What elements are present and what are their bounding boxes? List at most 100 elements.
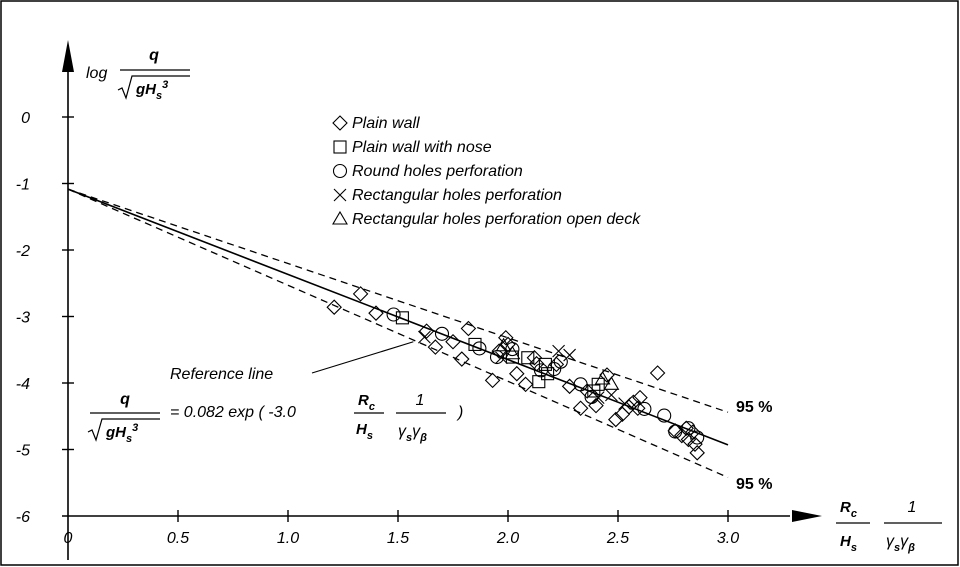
legend-label: Round holes perforation (352, 163, 523, 180)
y-axis-arrow (62, 40, 74, 72)
diamond-data-point (509, 365, 525, 382)
circle-data-point (690, 430, 705, 445)
diamond-data-point (630, 400, 646, 417)
x-tick-label: 2.5 (606, 530, 629, 547)
x-axis-label-factor-num: 1 (908, 499, 917, 516)
cross-data-point (605, 388, 618, 402)
data-points (326, 286, 705, 461)
diamond-data-point (484, 372, 501, 389)
circle-data-point (573, 377, 588, 392)
x-axis-label-factor-den: γsγβ (886, 533, 915, 554)
cross-data-point (418, 330, 431, 344)
diamond-data-point (445, 333, 461, 350)
diamond-data-point (689, 445, 705, 461)
upper-95-label: 95 % (736, 399, 772, 416)
square-data-point (395, 311, 409, 325)
formula-rhs-suffix: ) (456, 404, 463, 421)
series-triangle (495, 337, 620, 390)
y-tick-label: -6 (16, 509, 30, 526)
circle-data-point (505, 342, 520, 357)
cross-data-point (618, 397, 631, 411)
circle-data-point (681, 421, 696, 436)
legend-label: Rectangular holes perforation open deck (352, 211, 641, 228)
x-axis-arrow (792, 510, 822, 522)
diamond-data-point (649, 365, 666, 381)
diamond-data-point (326, 299, 342, 315)
legend-diamond-icon (332, 115, 348, 131)
diamond-data-point (526, 349, 543, 366)
formula-frac2-den: γsγβ (398, 423, 427, 444)
diamond-data-point (460, 320, 477, 337)
y-tick-label: -1 (16, 177, 30, 194)
trend-lines (67, 188, 729, 479)
diamond-data-point (427, 339, 444, 355)
square-data-point (587, 384, 601, 398)
diamond-data-point (608, 411, 624, 428)
legend-circle-icon (332, 163, 348, 179)
diamond-data-point (491, 343, 507, 359)
legend-triangle-icon (332, 210, 348, 225)
formula-frac1-den: Hs (356, 421, 373, 442)
square-data-point (468, 337, 482, 351)
y-axis-label-numerator: q (149, 47, 159, 64)
triangle-data-point (603, 376, 620, 390)
formula-lhs-den: gHs3 (105, 422, 138, 445)
x-tick-label: 1.0 (277, 530, 299, 547)
diamond-data-point (418, 323, 435, 339)
legend-label: Rectangular holes perforation (352, 187, 562, 204)
formula: q gHs3 = 0.082 exp ( -3.0 Rc Hs 1 γsγβ) (87, 391, 463, 445)
y-tick-label: 0 (21, 110, 30, 127)
series-diamond (326, 286, 705, 461)
y-tick-label: -3 (16, 310, 30, 327)
triangle-data-point (495, 337, 512, 352)
diamond-data-point (368, 305, 384, 321)
legend-square-icon (333, 140, 347, 154)
x-axis-label-den: Hs (840, 533, 857, 554)
formula-frac2-num: 1 (416, 392, 425, 409)
diamond-data-point (517, 376, 534, 393)
legend-cross-icon (333, 188, 347, 202)
series-cross (418, 330, 631, 411)
diamond-data-point (454, 351, 470, 367)
reference-line-label: Reference line (170, 366, 273, 383)
x-tick-label: 2.0 (496, 530, 519, 547)
y-tick-label: -4 (16, 376, 30, 393)
formula-rhs-prefix: = 0.082 exp ( -3.0 (170, 404, 296, 421)
diamond-data-point (498, 330, 514, 346)
cross-data-point (563, 348, 576, 362)
cross-data-point (591, 391, 605, 405)
diamond-data-point (528, 355, 545, 372)
square-data-point (532, 375, 546, 389)
formula-frac1-num: Rc (358, 392, 375, 413)
formula-sqrt-symbol (87, 418, 160, 442)
triangle-data-point (504, 345, 521, 360)
x-tick-label: 0 (64, 530, 73, 547)
diamond-data-point (680, 431, 697, 448)
reference-line (67, 188, 729, 446)
cross-data-point (552, 344, 565, 358)
cross-data-point (495, 351, 508, 365)
reference-line-leader (311, 341, 414, 374)
circle-data-point (637, 401, 652, 416)
y-tick-label: -5 (16, 443, 30, 460)
legend-label: Plain wall with nose (352, 139, 492, 156)
sqrt-symbol (117, 75, 190, 100)
x-axis-label-num: Rc (840, 499, 857, 520)
circle-data-point (553, 354, 568, 369)
y-tick-label: -2 (16, 243, 30, 260)
x-tick-label: 3.0 (717, 530, 739, 547)
upper-95-line (67, 188, 729, 413)
y-axis-label-denominator: gHs3 (135, 79, 168, 102)
labels: Reference line 95 % 95 % (170, 341, 772, 493)
circle-data-point (386, 307, 401, 322)
axes: 0 0.5 1.0 1.5 2.0 2.5 3.0 0 -1 -2 -3 -4 -5 -6 log q gHs3… (16, 40, 942, 560)
circle-data-point (657, 408, 672, 423)
circle-data-point (434, 326, 450, 341)
diamond-data-point (572, 400, 589, 417)
square-data-point (521, 351, 535, 365)
diamond-data-point (352, 286, 369, 302)
triangle-data-point (594, 370, 611, 385)
